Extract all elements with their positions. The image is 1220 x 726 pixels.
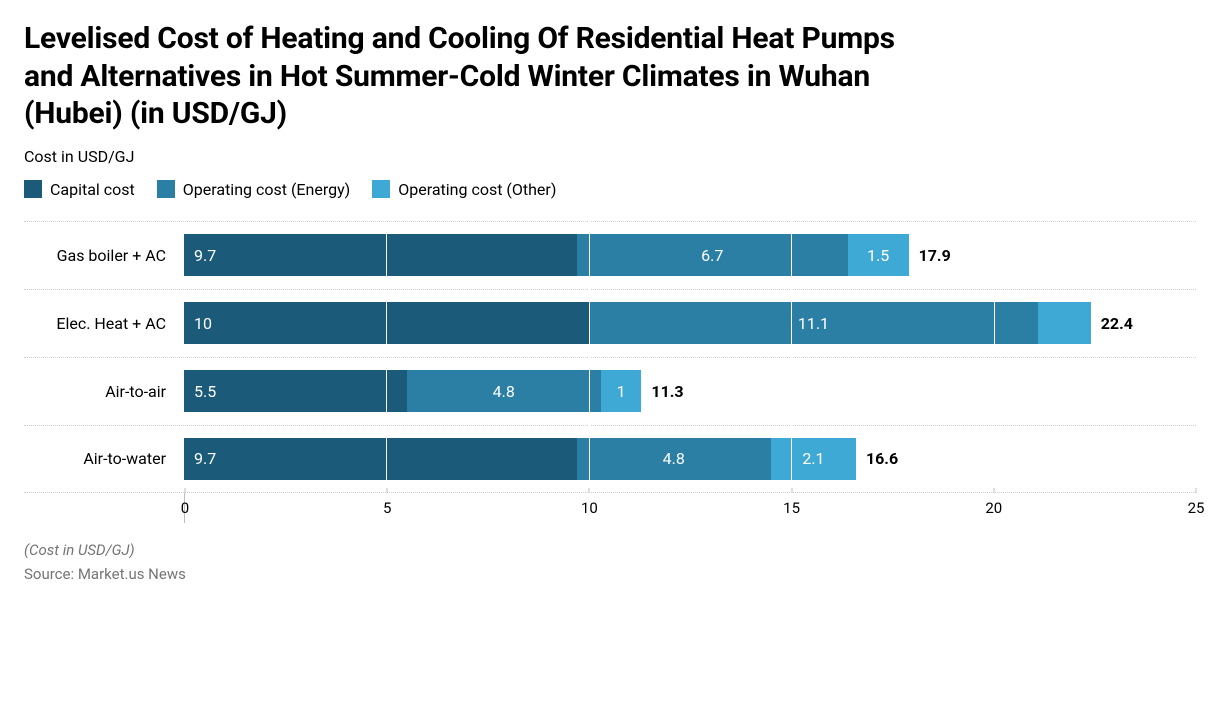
axis-tick-label: 5 [383, 499, 391, 517]
axis-tick-mark [1196, 488, 1197, 493]
bar-plot: 10 11.1 22.4 [184, 290, 1196, 357]
bar-segment-value: 2.1 [802, 449, 824, 468]
bar-segment: 2.1 [771, 438, 856, 480]
bar-track: 9.7 6.7 1.5 17.9 [184, 234, 1196, 276]
bar-plot: 9.7 4.8 2.1 16.6 [184, 426, 1196, 492]
category-label: Air-to-water [24, 449, 184, 468]
chart-row: Elec. Heat + AC 10 11.1 22.4 [24, 289, 1196, 357]
chart-row: Air-to-water 9.7 4.8 2.1 16.6 [24, 425, 1196, 493]
bar-segment: 5.5 [184, 370, 407, 412]
bar-track: 9.7 4.8 2.1 16.6 [184, 438, 1196, 480]
bar-total-value: 17.9 [919, 246, 951, 265]
axis-tick-mark [791, 488, 792, 493]
axis-tick-mark [387, 488, 388, 493]
legend-label: Operating cost (Other) [398, 180, 556, 199]
chart-subtitle: Cost in USD/GJ [24, 147, 1196, 166]
bar-segment-value: 1 [617, 382, 626, 401]
legend-swatch [24, 180, 42, 198]
chart-source: Source: Market.us News [24, 565, 1196, 583]
bar-segment-value: 4.8 [493, 382, 515, 401]
bar-segment-value: 10 [194, 314, 212, 333]
bar-segment: 4.8 [577, 438, 771, 480]
bar-segment: 10 [184, 302, 589, 344]
bar-segment-value: 9.7 [194, 246, 216, 265]
legend-label: Capital cost [50, 180, 135, 199]
chart-row: Gas boiler + AC 9.7 6.7 1.5 17.9 [24, 221, 1196, 289]
legend-label: Operating cost (Energy) [183, 180, 350, 199]
bar-plot: 9.7 6.7 1.5 17.9 [184, 222, 1196, 289]
category-label: Gas boiler + AC [24, 246, 184, 265]
bar-segment-value: 6.7 [701, 246, 723, 265]
chart-title: Levelised Cost of Heating and Cooling Of… [24, 20, 924, 133]
axis-tick-label: 0 [181, 499, 189, 517]
bar-segment-value: 5.5 [194, 382, 216, 401]
bar-segment-value: 1.5 [867, 246, 889, 265]
bar-track: 5.5 4.8 1 11.3 [184, 370, 1196, 412]
legend-swatch [157, 180, 175, 198]
axis-tick-mark [993, 488, 994, 493]
bar-total-value: 16.6 [866, 449, 898, 468]
bar-segment: 6.7 [577, 234, 848, 276]
bar-segment-value: 11.1 [798, 314, 829, 333]
legend-item: Capital cost [24, 180, 135, 199]
bar-plot: 5.5 4.8 1 11.3 [184, 358, 1196, 425]
category-label: Elec. Heat + AC [24, 314, 184, 333]
bar-total-value: 22.4 [1101, 314, 1133, 333]
bar-segment: 1.5 [848, 234, 909, 276]
bar-segment: 4.8 [407, 370, 601, 412]
chart-footnote: (Cost in USD/GJ) [24, 541, 1196, 559]
gridline [1196, 221, 1197, 493]
bar-total-value: 11.3 [651, 382, 683, 401]
category-label: Air-to-air [24, 382, 184, 401]
legend-item: Operating cost (Other) [372, 180, 556, 199]
axis-tick-label: 25 [1188, 499, 1205, 517]
axis-tick-label: 20 [985, 499, 1002, 517]
bar-segment: 11.1 [589, 302, 1038, 344]
bar-segment-value: 4.8 [663, 449, 685, 468]
bar-track: 10 11.1 22.4 [184, 302, 1196, 344]
legend-swatch [372, 180, 390, 198]
bar-segment [1038, 302, 1091, 344]
axis-tick-label: 10 [581, 499, 598, 517]
axis-tick-label: 15 [783, 499, 800, 517]
chart-plot-area: Gas boiler + AC 9.7 6.7 1.5 17.9 Elec. Heat +… [24, 221, 1196, 523]
bar-segment: 1 [601, 370, 641, 412]
bar-segment: 9.7 [184, 438, 577, 480]
axis-tick-mark [185, 488, 186, 493]
chart-legend: Capital cost Operating cost (Energy) Opera… [24, 180, 1196, 199]
bar-segment-value: 9.7 [194, 449, 216, 468]
chart-row: Air-to-air 5.5 4.8 1 11.3 [24, 357, 1196, 425]
x-axis: 0510152025 [24, 493, 1196, 523]
legend-item: Operating cost (Energy) [157, 180, 350, 199]
bar-segment: 9.7 [184, 234, 577, 276]
axis-tick-mark [589, 488, 590, 493]
